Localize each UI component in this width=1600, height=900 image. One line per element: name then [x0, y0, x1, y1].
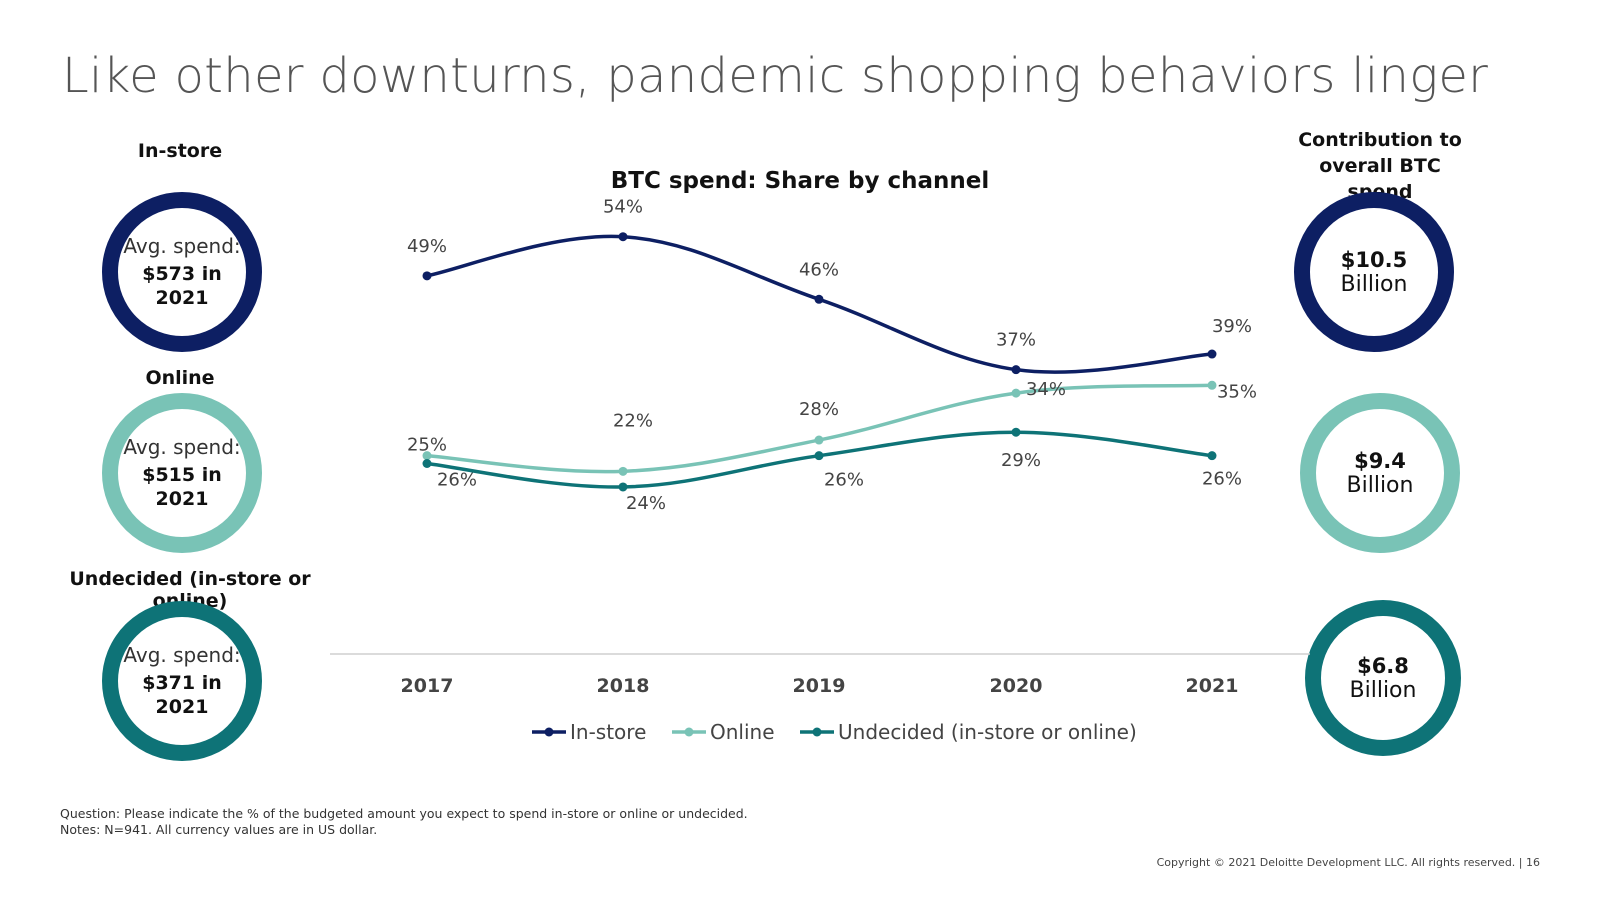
- data-label-1-2021: 35%: [1217, 381, 1257, 402]
- point-2-2019: [814, 451, 824, 461]
- data-label-1-2017: 26%: [437, 470, 477, 491]
- x-tick-label-2019: 2019: [793, 675, 846, 697]
- data-label-2-2021: 26%: [1202, 469, 1242, 490]
- legend-marker-2: [812, 727, 822, 737]
- point-0-2017: [422, 271, 432, 281]
- online-avg-value: $515 in 2021: [142, 464, 222, 510]
- instore-heading: In-store: [137, 140, 223, 162]
- data-label-0-2020: 37%: [996, 330, 1036, 351]
- point-0-2019: [814, 294, 824, 304]
- data-label-1-2019: 28%: [799, 399, 839, 420]
- point-2-2017: [422, 459, 432, 468]
- x-tick-label-2017: 2017: [401, 675, 454, 697]
- chart-title: BTC spend: Share by channel: [610, 168, 990, 194]
- undecided-contribution-amount: $6.8: [1357, 653, 1409, 678]
- x-tick-label-2018: 2018: [597, 675, 650, 697]
- data-label-0-2021: 39%: [1212, 316, 1252, 337]
- data-label-2-2020: 29%: [1001, 450, 1041, 471]
- point-0-2021: [1207, 349, 1217, 359]
- undecided-avg-ring: Avg. spend: $371 in 2021: [102, 601, 262, 761]
- copyright-footer: Copyright © 2021 Deloitte Development LL…: [1156, 856, 1540, 869]
- instore-avg-value: $573 in 2021: [142, 263, 222, 309]
- instore-contribution-unit: Billion: [1340, 271, 1408, 297]
- point-0-2018: [618, 232, 628, 242]
- point-1-2017: [422, 451, 432, 461]
- data-label-1-2020: 34%: [1026, 379, 1066, 400]
- point-1-2018: [618, 466, 628, 476]
- legend-marker-1: [684, 727, 694, 737]
- page-title: Like other downturns, pandemic shopping …: [62, 48, 1489, 104]
- data-label-2-2017: 25%: [407, 435, 447, 456]
- data-label-0-2017: 49%: [407, 236, 447, 257]
- instore-avg-label: Avg. spend:: [123, 234, 241, 258]
- point-2-2018: [618, 482, 628, 492]
- point-0-2020: [1011, 365, 1021, 375]
- online-avg-label: Avg. spend:: [123, 435, 241, 459]
- data-label-2-2019: 26%: [824, 470, 864, 491]
- undecided-avg-label: Avg. spend:: [123, 643, 241, 667]
- legend-label-1: Online: [710, 720, 775, 744]
- legend-label-2: Undecided (in-store or online): [838, 720, 1137, 744]
- notes: Question: Please indicate the % of the b…: [60, 806, 748, 838]
- undecided-contribution-unit: Billion: [1349, 677, 1417, 703]
- undecided-avg-value: $371 in 2021: [142, 672, 222, 718]
- point-1-2019: [814, 435, 824, 445]
- legend-marker-0: [544, 727, 554, 737]
- instore-contribution-amount: $10.5: [1340, 247, 1408, 272]
- data-label-2-2018: 24%: [626, 493, 666, 514]
- point-1-2021: [1207, 380, 1217, 390]
- sample-note: Notes: N=941. All currency values are in…: [60, 822, 378, 837]
- data-label-0-2019: 46%: [799, 259, 839, 280]
- point-2-2021: [1207, 451, 1217, 461]
- question-note: Question: Please indicate the % of the b…: [60, 806, 748, 821]
- legend-label-0: In-store: [570, 720, 646, 744]
- x-tick-label-2021: 2021: [1186, 675, 1239, 697]
- online-heading: Online: [145, 367, 215, 389]
- series-line-0: [425, 234, 1214, 374]
- x-tick-label-2020: 2020: [990, 675, 1043, 697]
- point-2-2020: [1011, 427, 1021, 437]
- online-contribution-unit: Billion: [1346, 472, 1414, 498]
- point-1-2020: [1011, 388, 1021, 398]
- online-contribution-amount: $9.4: [1354, 448, 1406, 473]
- data-label-1-2018: 22%: [613, 410, 653, 431]
- data-label-0-2018: 54%: [603, 197, 643, 218]
